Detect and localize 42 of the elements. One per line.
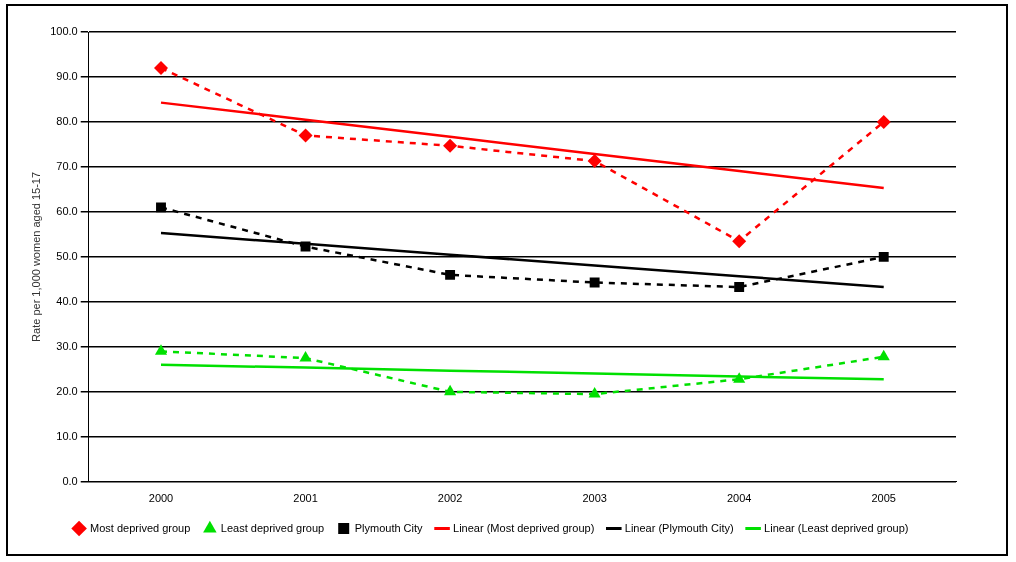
point xyxy=(878,251,889,262)
y-tick-label: 50.0 xyxy=(56,249,78,262)
x-tick-label: 2002 xyxy=(437,492,463,505)
x-tick-label: 2001 xyxy=(293,492,318,505)
point xyxy=(587,154,602,169)
point xyxy=(298,128,313,143)
legend-label: Linear (Most deprived group) xyxy=(453,521,595,534)
x-tick-label: 2003 xyxy=(582,492,607,505)
point xyxy=(876,114,891,129)
point xyxy=(444,384,457,396)
x-tick-label: 2000 xyxy=(148,492,174,505)
point xyxy=(734,282,745,292)
x-tick-label: 2005 xyxy=(871,492,896,505)
point xyxy=(589,277,600,288)
point xyxy=(300,241,311,252)
point xyxy=(877,349,890,361)
point xyxy=(443,138,458,153)
legend-label: Plymouth City xyxy=(354,521,424,534)
y-tick-label: 0.0 xyxy=(62,474,78,487)
legend-label: Most deprived group xyxy=(90,521,191,534)
x-tick-label: 2004 xyxy=(726,492,752,505)
y-tick-label: 60.0 xyxy=(56,204,78,217)
point xyxy=(733,372,746,383)
point xyxy=(156,202,166,213)
y-axis-title: Rate per 1,000 women aged 15-17 xyxy=(29,171,42,342)
point xyxy=(588,387,601,398)
legend-label: Least deprived group xyxy=(220,521,325,534)
y-tick-label: 70.0 xyxy=(56,159,78,172)
y-tick-label: 40.0 xyxy=(56,294,78,307)
point xyxy=(299,351,312,362)
y-tick-label: 100.0 xyxy=(50,25,78,38)
point xyxy=(154,344,168,355)
y-tick-label: 20.0 xyxy=(56,384,78,397)
point xyxy=(732,234,747,249)
y-tick-label: 30.0 xyxy=(56,339,78,352)
legend-label: Linear (Least deprived group) xyxy=(764,521,909,534)
y-tick-label: 90.0 xyxy=(56,70,78,83)
point xyxy=(445,269,456,280)
legend-label: Linear (Plymouth City) xyxy=(624,521,734,534)
y-tick-label: 10.0 xyxy=(56,429,78,442)
point xyxy=(154,60,168,75)
y-tick-label: 80.0 xyxy=(56,114,78,127)
